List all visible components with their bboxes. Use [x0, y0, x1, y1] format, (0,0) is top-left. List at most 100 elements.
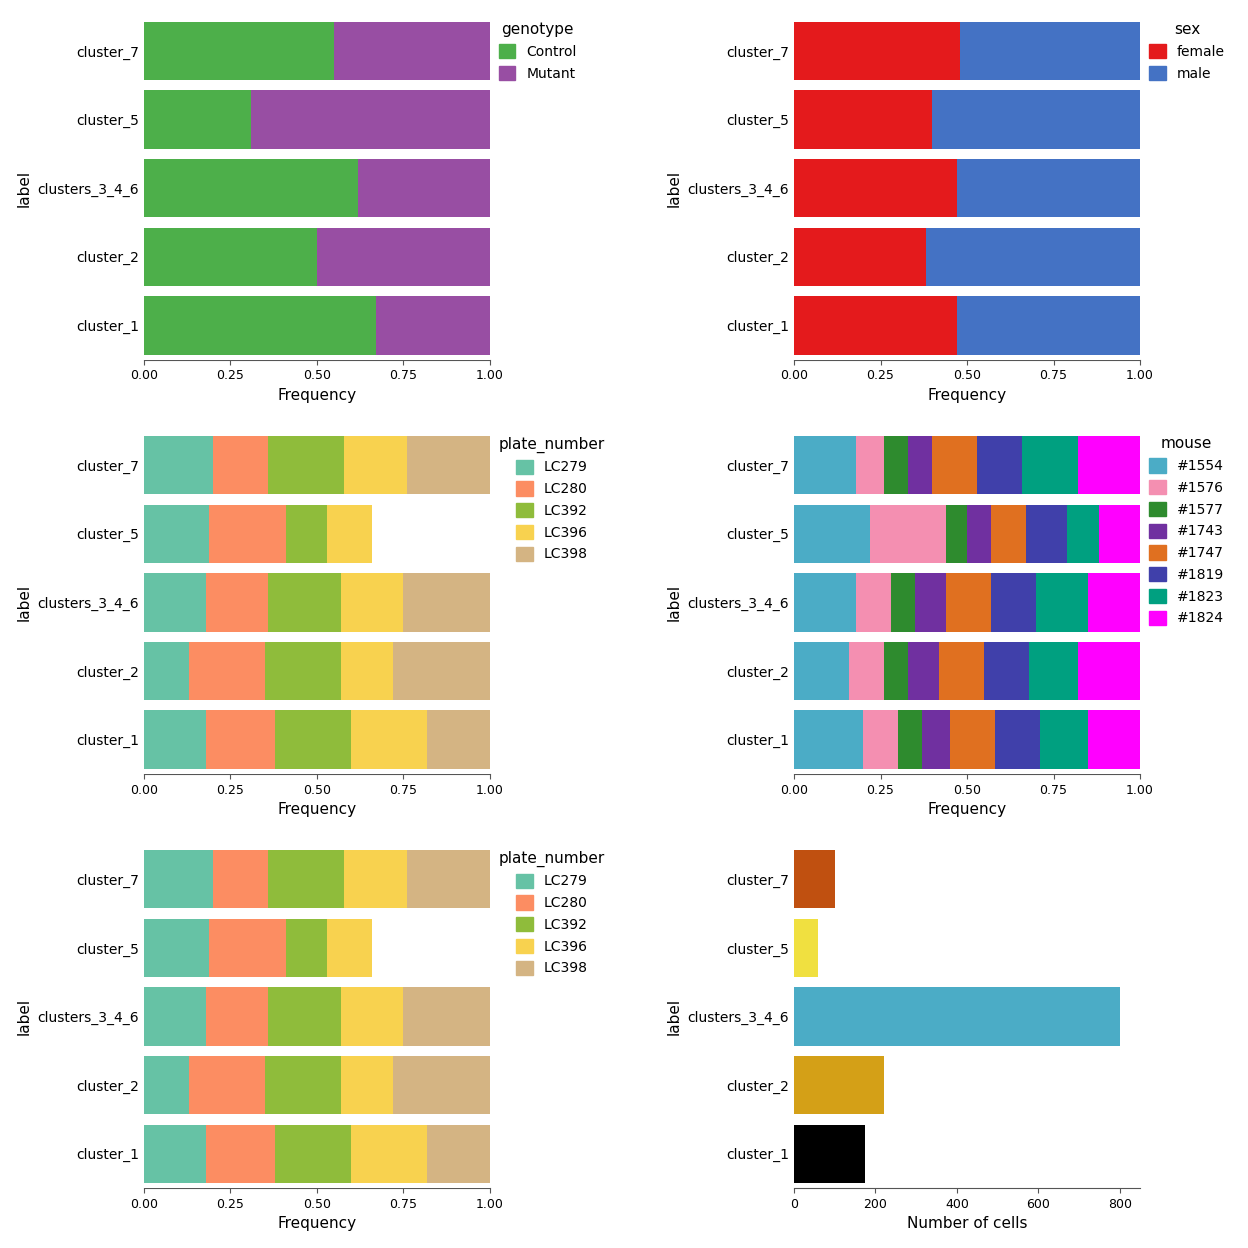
Bar — [144, 227, 317, 286]
Bar — [206, 987, 268, 1046]
Bar — [206, 1124, 276, 1183]
Bar — [850, 641, 884, 700]
Bar — [794, 573, 856, 631]
Bar — [864, 710, 897, 769]
Legend: female, male: female, male — [1143, 16, 1231, 86]
Bar — [909, 641, 940, 700]
Bar — [213, 436, 268, 494]
Bar — [407, 850, 489, 909]
Bar — [341, 987, 403, 1046]
Bar — [884, 436, 909, 494]
Bar — [1078, 641, 1141, 700]
Bar — [376, 296, 489, 354]
Bar — [856, 573, 891, 631]
Bar — [1040, 710, 1088, 769]
Bar — [991, 504, 1026, 563]
Bar — [926, 227, 1141, 286]
Bar — [957, 296, 1141, 354]
Bar — [317, 227, 489, 286]
Bar — [334, 21, 489, 80]
Bar — [884, 641, 909, 700]
Bar — [144, 573, 206, 631]
Bar — [144, 296, 376, 354]
Bar — [891, 573, 915, 631]
Bar — [276, 1124, 351, 1183]
Bar — [344, 850, 407, 909]
Bar — [794, 296, 957, 354]
Bar — [341, 641, 393, 700]
Bar — [344, 436, 407, 494]
Bar — [794, 21, 960, 80]
Bar — [957, 158, 1141, 217]
Bar — [358, 158, 489, 217]
Bar — [144, 850, 213, 909]
Y-axis label: label: label — [16, 170, 31, 207]
Bar — [403, 573, 489, 631]
Bar — [794, 436, 856, 494]
Bar — [1088, 710, 1141, 769]
Bar — [856, 436, 884, 494]
Bar — [1036, 573, 1088, 631]
Bar — [188, 641, 265, 700]
Bar — [427, 1124, 489, 1183]
Bar — [188, 1056, 265, 1114]
Bar — [977, 436, 1022, 494]
Bar — [897, 710, 922, 769]
Bar — [144, 158, 358, 217]
Bar — [144, 1124, 206, 1183]
Bar — [794, 919, 819, 977]
Bar — [950, 710, 995, 769]
Bar — [286, 504, 327, 563]
Bar — [794, 850, 835, 909]
Bar — [276, 710, 351, 769]
Bar — [922, 710, 950, 769]
Bar — [144, 21, 334, 80]
Bar — [407, 436, 489, 494]
Bar — [1026, 504, 1067, 563]
Bar — [268, 573, 341, 631]
X-axis label: Frequency: Frequency — [277, 802, 356, 817]
Bar — [794, 227, 926, 286]
Y-axis label: label: label — [16, 998, 31, 1035]
Bar — [268, 987, 341, 1046]
Bar — [995, 710, 1040, 769]
Bar — [210, 919, 286, 977]
Bar — [327, 504, 372, 563]
Bar — [206, 573, 268, 631]
Bar — [144, 641, 188, 700]
Bar — [210, 504, 286, 563]
Bar — [1078, 436, 1141, 494]
Bar — [946, 504, 967, 563]
Bar — [967, 504, 991, 563]
Bar — [144, 919, 210, 977]
Bar — [1022, 436, 1078, 494]
Y-axis label: label: label — [666, 584, 681, 622]
Bar — [932, 436, 977, 494]
Bar — [265, 1056, 341, 1114]
Bar — [915, 573, 946, 631]
Bar — [351, 1124, 427, 1183]
Legend: LC279, LC280, LC392, LC396, LC398: LC279, LC280, LC392, LC396, LC398 — [493, 845, 610, 981]
Bar — [1098, 504, 1141, 563]
Bar — [351, 710, 427, 769]
Legend: LC279, LC280, LC392, LC396, LC398: LC279, LC280, LC392, LC396, LC398 — [493, 431, 610, 567]
X-axis label: Frequency: Frequency — [277, 388, 356, 403]
Bar — [985, 641, 1030, 700]
Bar — [946, 573, 991, 631]
Bar — [393, 1056, 489, 1114]
Bar — [794, 90, 932, 149]
Bar — [265, 641, 341, 700]
Bar — [794, 1056, 884, 1114]
Bar — [794, 504, 870, 563]
Bar — [403, 987, 489, 1046]
Y-axis label: label: label — [16, 584, 31, 622]
Bar — [960, 21, 1141, 80]
Bar — [213, 850, 268, 909]
Bar — [268, 436, 344, 494]
Bar — [251, 90, 489, 149]
Legend: Control, Mutant: Control, Mutant — [493, 16, 583, 86]
Bar — [794, 158, 957, 217]
X-axis label: Frequency: Frequency — [277, 1217, 356, 1232]
Bar — [286, 919, 327, 977]
Bar — [909, 436, 932, 494]
